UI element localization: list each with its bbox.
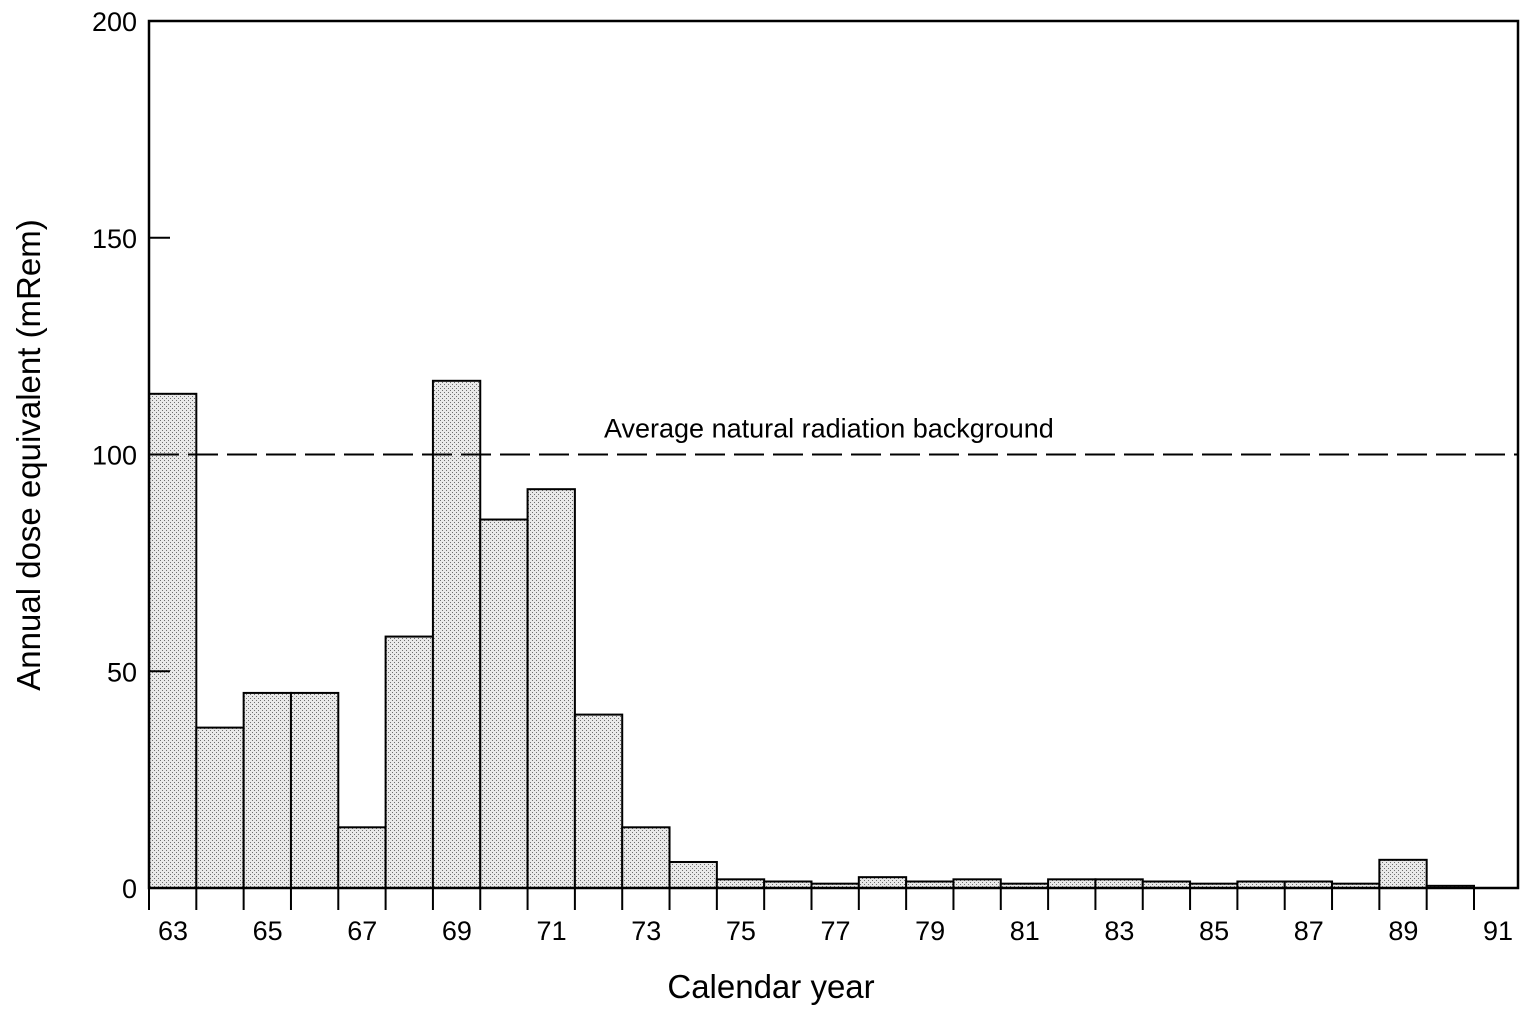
- x-tick-label: 79: [915, 916, 945, 946]
- x-tick-label: 85: [1199, 916, 1229, 946]
- bar-1964: [195, 726, 245, 889]
- bars: [148, 379, 1476, 890]
- y-tick-label: 150: [92, 224, 137, 254]
- bar-1965: [242, 691, 292, 889]
- x-tick-label: 91: [1483, 916, 1513, 946]
- bar-1970: [479, 518, 529, 890]
- x-tick-label: 75: [726, 916, 756, 946]
- x-tick-label: 87: [1294, 916, 1324, 946]
- bar-1989: [1378, 858, 1428, 890]
- bar-1982: [1047, 878, 1097, 890]
- x-tick-label: 63: [158, 916, 188, 946]
- x-tick-label: 65: [253, 916, 283, 946]
- x-axis-title: Calendar year: [667, 968, 874, 1005]
- bar-1983: [1094, 878, 1144, 890]
- bar-1974: [668, 860, 718, 889]
- bar-1968: [384, 635, 434, 889]
- bar-1969: [431, 379, 482, 889]
- y-axis-title: Annual dose equivalent (mRem): [10, 219, 47, 690]
- x-axis: 63 65 67 69 71 73 75 77 79 81 83 85 87 89 91: [148, 888, 1513, 946]
- reference-line-group: Average natural radiation background: [149, 414, 1518, 456]
- bar-1966: [289, 691, 340, 889]
- bar-1971: [526, 488, 576, 889]
- bar-1975: [715, 878, 766, 890]
- bar-1963: [148, 392, 198, 889]
- y-tick-label: 100: [92, 441, 137, 471]
- bar-1978: [857, 876, 908, 889]
- y-tick-label: 200: [92, 7, 137, 37]
- x-tick-label: 89: [1388, 916, 1418, 946]
- x-tick-label: 67: [347, 916, 377, 946]
- x-tick-label: 69: [442, 916, 472, 946]
- x-tick-label: 73: [631, 916, 661, 946]
- bar-1973: [621, 826, 671, 889]
- y-tick-label: 0: [122, 874, 137, 904]
- bar-1972: [573, 713, 624, 889]
- bar-1980: [952, 878, 1002, 890]
- x-tick-label: 71: [537, 916, 567, 946]
- y-axis: 0 50 100 150 200: [92, 7, 170, 904]
- bar-1967: [337, 826, 387, 889]
- y-tick-label: 50: [107, 657, 137, 687]
- x-tick-label: 81: [1010, 916, 1040, 946]
- reference-line-label: Average natural radiation background: [604, 414, 1054, 444]
- x-tick-label: 77: [820, 916, 850, 946]
- x-tick-label: 83: [1104, 916, 1134, 946]
